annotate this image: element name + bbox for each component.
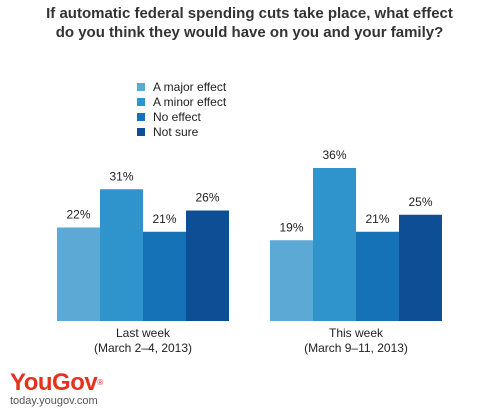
bar-none-group-1 (143, 231, 186, 321)
legend-item-minor: A minor effect (137, 94, 226, 109)
bar-minor-group-1 (100, 189, 143, 321)
legend-label-minor: A minor effect (153, 94, 227, 109)
category-label-2-line-2: (March 9–11, 2013) (304, 341, 408, 355)
data-label-minor-group-1: 31% (109, 169, 133, 183)
data-label-minor-group-2: 36% (322, 148, 346, 162)
data-label-not-sure-group-1: 26% (195, 191, 219, 205)
bar-none-group-2 (356, 231, 399, 321)
chart-title-line-1: If automatic federal spending cuts take … (46, 5, 453, 22)
bar-major-group-2 (270, 240, 313, 321)
bar-not-sure-group-1 (186, 210, 229, 321)
yougov-logo: YouGov® today.yougov.com (10, 369, 103, 408)
logo-url: today.yougov.com (10, 395, 98, 407)
logo-text: YouGov (10, 369, 98, 396)
bar-not-sure-group-2 (399, 214, 442, 321)
category-label-2-line-1: This week (329, 326, 384, 340)
data-label-major-group-1: 22% (66, 208, 90, 222)
data-label-none-group-1: 21% (152, 212, 176, 226)
chart-legend: A major effect A minor effect No effect … (137, 79, 226, 139)
logo-registered-mark: ® (97, 378, 103, 387)
logo-wordmark: YouGov® (10, 369, 103, 396)
data-label-not-sure-group-2: 25% (408, 195, 432, 209)
bar-minor-group-2 (313, 168, 356, 321)
legend-item-major: A major effect (137, 79, 226, 94)
legend-item-none: No effect (137, 109, 226, 124)
legend-swatch-not-sure (137, 127, 145, 136)
legend-swatch-minor (137, 97, 145, 106)
category-label-1-line-1: Last week (116, 326, 171, 340)
chart-title: If automatic federal spending cuts take … (0, 4, 499, 42)
chart-title-line-2: do you think they would have on you and … (55, 24, 444, 41)
legend-swatch-major (137, 82, 145, 91)
legend-label-not-sure: Not sure (153, 124, 199, 139)
legend-item-not-sure: Not sure (137, 124, 226, 139)
category-label-1-line-2: (March 2–4, 2013) (94, 341, 192, 355)
data-label-major-group-2: 19% (279, 220, 303, 234)
legend-label-major: A major effect (153, 79, 227, 94)
data-label-none-group-2: 21% (365, 212, 389, 226)
legend-swatch-none (137, 112, 145, 121)
bar-major-group-1 (57, 227, 100, 321)
legend-label-none: No effect (153, 109, 201, 124)
